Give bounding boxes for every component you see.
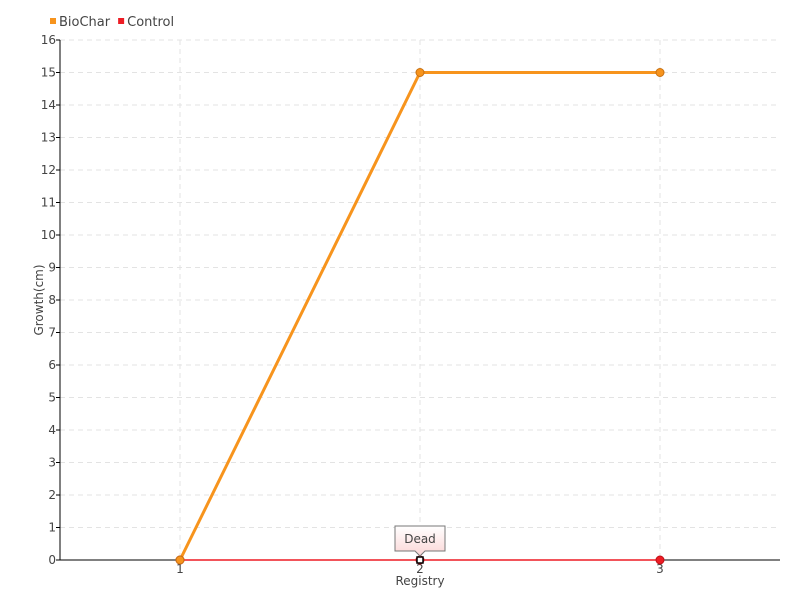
legend: BioChar Control [50, 15, 174, 30]
legend-label-biochar: BioChar [59, 15, 111, 30]
legend-label-control: Control [127, 15, 174, 30]
y-tick-label: 9 [48, 261, 56, 275]
x-axis-label: Registry [395, 574, 444, 588]
y-tick-label: 0 [48, 553, 56, 567]
x-tick-label: 1 [176, 562, 184, 576]
y-tick-label: 8 [48, 293, 56, 307]
tooltip: Dead [394, 525, 446, 557]
y-tick-label: 12 [41, 163, 56, 177]
annotations: Dead [394, 525, 446, 564]
y-axis-label: Growth(cm) [32, 264, 46, 335]
y-tick-label: 16 [41, 33, 56, 47]
y-tick-label: 4 [48, 423, 56, 437]
legend-swatch-control [118, 18, 125, 24]
y-tick-label: 10 [41, 228, 56, 242]
y-tick-label: 14 [41, 98, 56, 112]
y-tick-label: 1 [48, 521, 56, 535]
highlighted-point [416, 556, 424, 564]
y-tick-label: 13 [41, 131, 56, 145]
tooltip-text: Dead [404, 532, 436, 546]
legend-swatch-biochar [50, 18, 56, 24]
y-tick-label: 2 [48, 488, 56, 502]
y-tick-label: 7 [48, 326, 56, 340]
y-tick-label: 11 [41, 196, 56, 210]
tooltip-box [394, 525, 446, 557]
grid [60, 39, 780, 560]
data-point-control [655, 555, 665, 565]
data-point-biochar [655, 68, 665, 77]
y-tick-label: 3 [48, 456, 56, 470]
x-tick-label: 3 [656, 562, 664, 576]
series-line-biochar [178, 71, 660, 561]
y-tick-label: 6 [48, 358, 56, 372]
y-tick-label: 15 [41, 66, 56, 80]
data-point-biochar [175, 555, 185, 565]
y-tick-label: 5 [48, 391, 56, 405]
data-point-biochar [415, 68, 425, 77]
x-tick-label: 2 [416, 562, 424, 576]
